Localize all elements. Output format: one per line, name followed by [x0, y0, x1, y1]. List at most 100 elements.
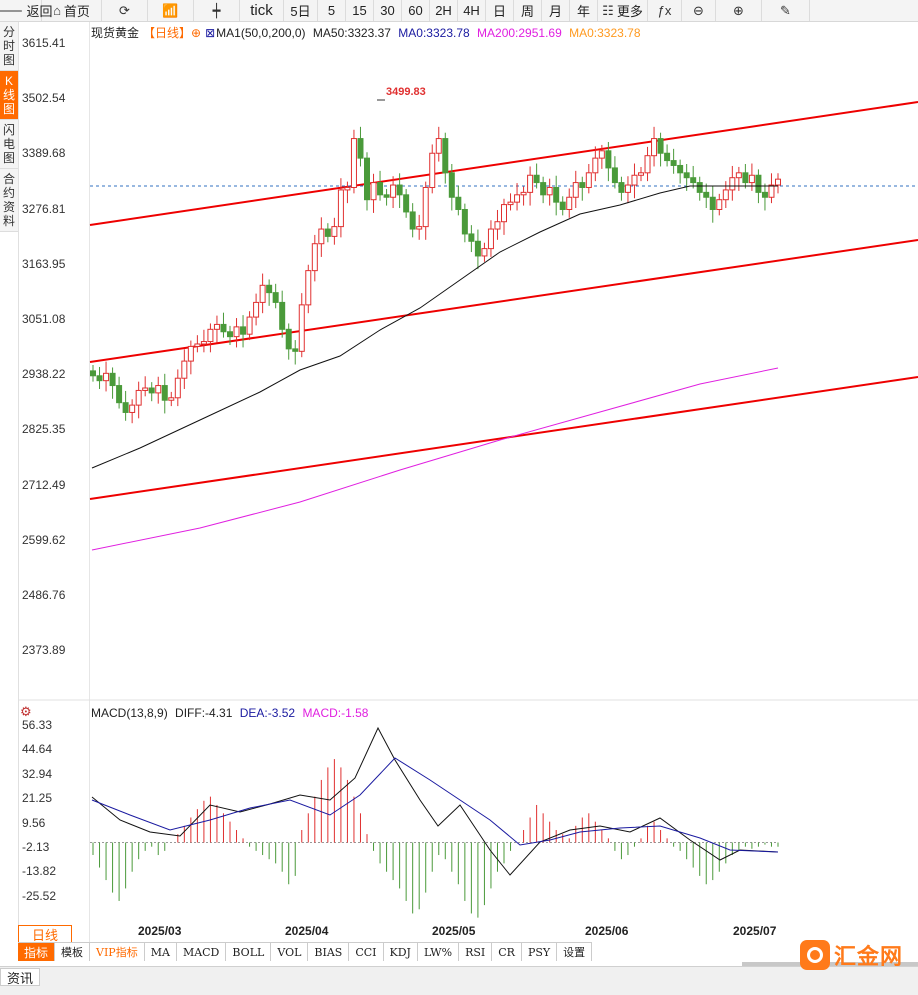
more-grid-button[interactable]: ☷ 更多: [598, 0, 648, 21]
candle-body: [761, 191, 768, 198]
candle-body: [337, 189, 344, 228]
price-tick-label: 2373.89: [22, 643, 66, 658]
zoom-out-icon: ⊖: [693, 2, 704, 18]
candle-body: [318, 228, 325, 245]
period-30-button[interactable]: 30: [374, 0, 402, 21]
divider: [18, 22, 19, 940]
candle-body: [213, 323, 220, 330]
price-tick-label: 3051.08: [22, 312, 66, 326]
macd-value: MACD:-1.58: [302, 706, 369, 720]
toolbar-label: 日: [492, 4, 506, 19]
macd-settings-icon[interactable]: ⚙: [20, 704, 32, 719]
left-tab-2[interactable]: 闪电图: [0, 120, 18, 169]
candle-body: [390, 184, 397, 198]
candle-body: [435, 138, 442, 154]
horizontal-scrollbar[interactable]: [742, 962, 918, 968]
candle-body: [292, 348, 299, 352]
date-tick-label: 2025/07: [733, 924, 777, 938]
candle-body: [311, 243, 318, 272]
period-5-button[interactable]: 5: [318, 0, 346, 21]
candlestick-button[interactable]: ┿: [194, 0, 240, 21]
candle-body: [474, 240, 481, 257]
candle-body: [709, 196, 716, 210]
candle-body: [253, 301, 260, 318]
period-tick-button[interactable]: tick: [240, 0, 284, 21]
toolbar-label: 月: [548, 4, 562, 19]
indicator-tab-macd[interactable]: MACD: [176, 943, 227, 961]
diff-value: DIFF:-4.31: [175, 706, 233, 720]
period-日-button[interactable]: 日: [486, 0, 514, 21]
left-tab-3[interactable]: 合约资料: [0, 169, 18, 232]
bar-chart-button[interactable]: 📶: [148, 0, 194, 21]
candle-body: [703, 191, 710, 198]
period-button[interactable]: 日线: [18, 925, 72, 943]
candle-body: [487, 228, 494, 250]
ma50-line: [91, 185, 778, 469]
back-arrow-button[interactable]: 🡐 返回: [0, 0, 52, 21]
indicator-tab-cr[interactable]: CR: [492, 943, 522, 961]
candle-body: [585, 172, 592, 188]
indicator-tab-cci[interactable]: CCI: [349, 943, 384, 961]
logo-text: 汇金网: [834, 944, 904, 969]
news-tab[interactable]: 资讯: [0, 968, 40, 986]
left-tab-1[interactable]: K线图: [0, 71, 18, 120]
candle-body: [514, 194, 521, 203]
zoom-in-button[interactable]: ⊕: [716, 0, 762, 21]
ma200-line: [91, 367, 779, 551]
period-15-button[interactable]: 15: [346, 0, 374, 21]
indicator-tab-lwpct[interactable]: LW%: [417, 943, 460, 961]
period-2h-button[interactable]: 2H: [430, 0, 458, 21]
period-5日-button[interactable]: 5日: [284, 0, 318, 21]
period-60-button[interactable]: 60: [402, 0, 430, 21]
candle-body: [748, 174, 755, 184]
refresh-icon: ⟳: [119, 2, 130, 18]
candle-body: [507, 201, 514, 206]
candle-body: [344, 186, 351, 191]
top-toolbar: 🡐 返回 ⌂ 首页 ⟳ 📶 ┿ tick 5日 5 15 30 60 2H 4H 日周月年 ☷ 更多 ƒx ⊖ ⊕ ✎: [0, 0, 918, 22]
candle-body: [618, 182, 625, 193]
candle-body: [742, 172, 749, 184]
refresh-button[interactable]: ⟳: [102, 0, 148, 21]
indicator-tab-rsi[interactable]: RSI: [459, 943, 493, 961]
indicator-tab-模板[interactable]: 模板: [55, 943, 91, 961]
candle-body: [148, 387, 155, 394]
indicator-tab-psy[interactable]: PSY: [521, 943, 558, 961]
bottom-bar: [0, 966, 918, 995]
period-4h-button[interactable]: 4H: [458, 0, 486, 21]
candle-body: [755, 174, 762, 193]
candle-body: [103, 372, 110, 382]
draw-pen-icon: ✎: [780, 2, 791, 18]
indicator-tab-vip指标[interactable]: VIP指标: [90, 943, 145, 961]
settings-icon[interactable]: ⊕: [191, 26, 202, 40]
period-年-button[interactable]: 年: [570, 0, 598, 21]
date-tick-label: 2025/06: [585, 924, 629, 938]
candle-body: [187, 345, 194, 362]
candle-body: [135, 389, 142, 406]
indicator-tab-设置[interactable]: 设置: [557, 943, 593, 961]
indicator-tab-vol[interactable]: VOL: [271, 943, 309, 961]
left-tab-0[interactable]: 分时图: [0, 22, 18, 71]
candle-body: [631, 174, 638, 186]
zoom-out-button[interactable]: ⊖: [682, 0, 716, 21]
period-月-button[interactable]: 月: [542, 0, 570, 21]
candle-body: [735, 172, 742, 179]
home-button[interactable]: ⌂ 首页: [42, 0, 102, 21]
candle-body: [559, 201, 566, 210]
indicator-tab-boll[interactable]: BOLL: [226, 943, 272, 961]
y-axis-divider: [89, 22, 90, 942]
macd-tick-label: 21.25: [22, 791, 53, 806]
toolbar-label: 5: [327, 3, 336, 18]
indicator-tab-bias[interactable]: BIAS: [308, 943, 350, 961]
draw-pen-button[interactable]: ✎: [762, 0, 810, 21]
indicator-tab-ma[interactable]: MA: [144, 943, 177, 961]
candle-body: [768, 184, 775, 198]
function-fx-button[interactable]: ƒx: [648, 0, 682, 21]
indicator-tab-kdj[interactable]: KDJ: [383, 943, 418, 961]
indicator-tab-指标[interactable]: 指标: [18, 943, 56, 961]
chart-type-tabs: 分时图 K线图 闪电图 合约资料: [0, 22, 18, 232]
macd-title: MACD(13,8,9): [91, 706, 168, 720]
indicator-icon[interactable]: ⊠: [205, 26, 216, 40]
period-周-button[interactable]: 周: [514, 0, 542, 21]
toolbar-label: 返回: [26, 4, 53, 19]
